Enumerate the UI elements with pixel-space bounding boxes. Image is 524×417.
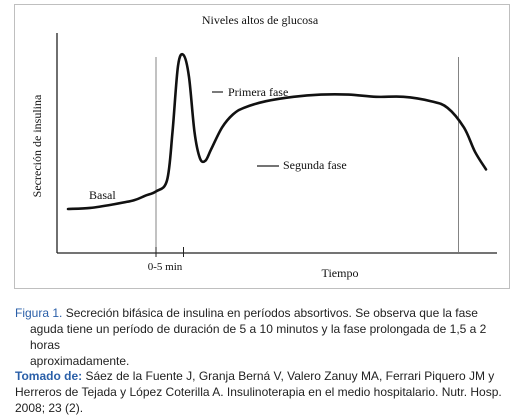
- source-line-2: Herreros de Tejada y López Coterilla A. …: [15, 385, 502, 399]
- caption-label: Figura 1.: [15, 306, 63, 320]
- figure-source: Tomado de: Sáez de la Fuente J, Granja B…: [15, 368, 515, 416]
- figure-frame: Niveles altos de glucosa Secreción de in…: [14, 4, 510, 289]
- x-tick-label-0-5-min: 0-5 min: [148, 261, 183, 273]
- insulin-secretion-chart: Niveles altos de glucosa Secreción de in…: [30, 13, 497, 280]
- annotation-basal: Basal: [89, 188, 116, 202]
- x-axis-label: Tiempo: [322, 266, 359, 280]
- caption-line-3: aproximadamente.: [30, 354, 130, 368]
- insulin-curve: [66, 52, 488, 211]
- caption-line-1: Secreción bifásica de insulina en períod…: [62, 306, 478, 320]
- annotation-segunda-fase: Segunda fase: [283, 158, 347, 172]
- source-label: Tomado de:: [15, 369, 83, 383]
- source-line-3: 2008; 23 (2).: [15, 401, 84, 415]
- caption-line-2: aguda tiene un período de duración de 5 …: [30, 322, 487, 352]
- source-line-1: Sáez de la Fuente J, Granja Berná V, Val…: [82, 369, 495, 383]
- y-axis-label: Secreción de insulina: [30, 94, 44, 197]
- chart-title: Niveles altos de glucosa: [202, 13, 319, 27]
- annotation-primera-fase: Primera fase: [228, 85, 288, 99]
- figure-caption: Figura 1. Secreción bifásica de insulina…: [15, 305, 515, 369]
